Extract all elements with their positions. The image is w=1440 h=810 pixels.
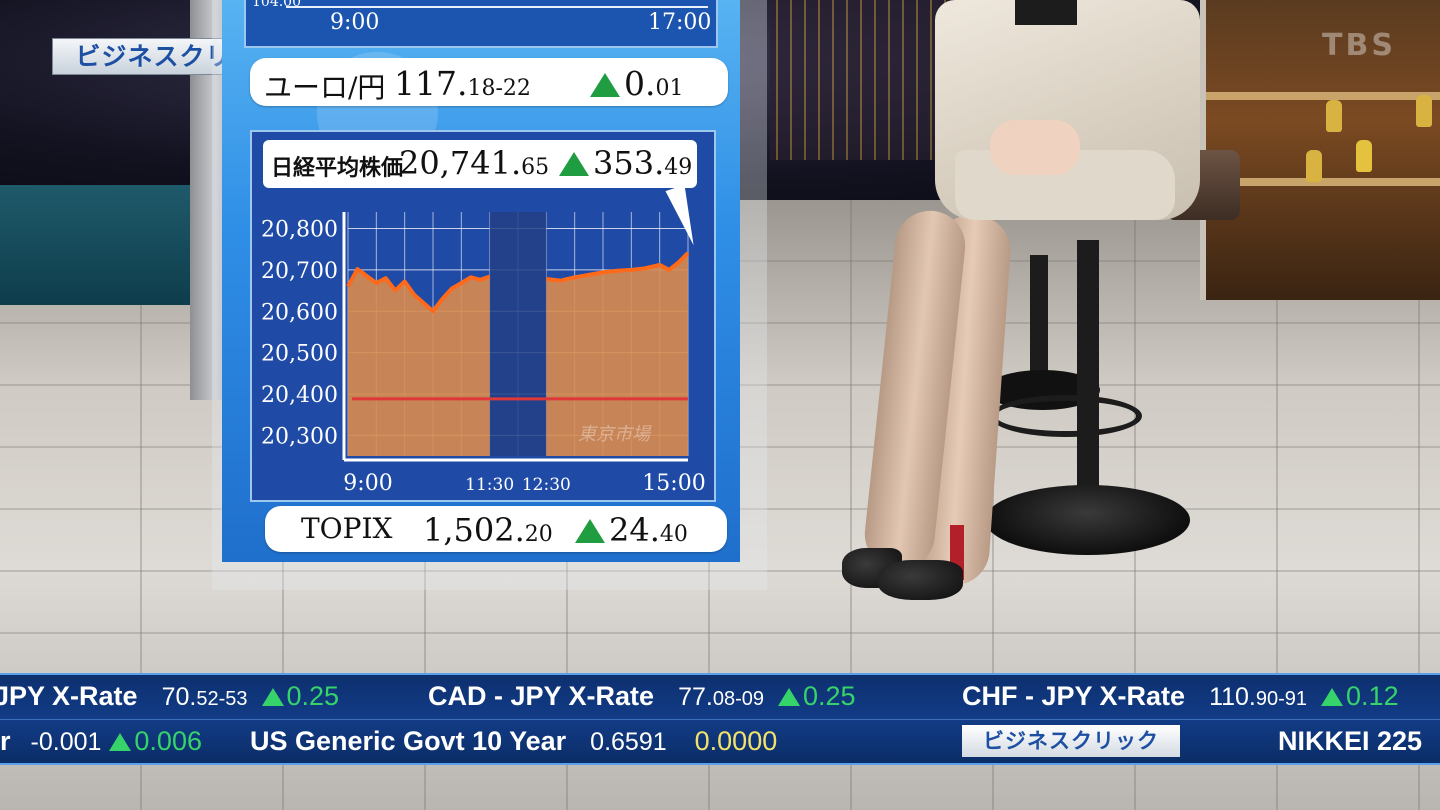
ticker-value: 70.52-53	[161, 683, 248, 711]
up-triangle-icon	[590, 73, 620, 97]
ticker-label: CAD - JPY X-Rate	[428, 681, 655, 711]
chart-y-tick-label: 20,300	[261, 424, 338, 449]
ticker-change: 0.0000	[694, 726, 778, 756]
chart-y-tick-label: 104.00	[252, 0, 301, 10]
ticker-value: 77.08-09	[678, 683, 764, 711]
chart-x-tick-label: 11:30	[465, 475, 514, 495]
up-triangle-icon	[109, 733, 132, 751]
chart-x-tick-label: 9:00	[343, 471, 392, 496]
bottle	[1416, 95, 1432, 127]
quote-change: 0.01	[590, 64, 684, 103]
stool-base	[985, 485, 1190, 555]
presenter-shoe	[878, 560, 963, 600]
up-triangle-icon	[1321, 688, 1344, 706]
ticker-item: CHF - JPY X-Rate 110.90-91 0.12	[962, 681, 1399, 712]
lunch-break-band	[489, 212, 547, 456]
chart-y-tick-label: 20,700	[261, 259, 338, 284]
stool-footrest	[990, 395, 1142, 437]
stool-pole	[1030, 255, 1048, 395]
ticker-label: r	[0, 726, 11, 756]
chart-x-tick-label: 9:00	[330, 10, 380, 35]
bar-shelf	[1200, 0, 1440, 300]
chart-y-tick-label: 20,600	[261, 300, 338, 325]
topix-quote: TOPIX 1,502.20 24.40	[265, 506, 727, 552]
quote-label: ユーロ/円	[264, 71, 386, 104]
quote-label: 日経平均株価	[271, 155, 404, 181]
up-triangle-icon	[575, 519, 605, 543]
ticker-program-logo: ビジネスクリック	[962, 725, 1180, 757]
chart-y-tick-label: 20,500	[261, 342, 338, 367]
up-triangle-icon	[559, 152, 589, 176]
quote-label: TOPIX	[301, 512, 393, 545]
series-area-afternoon	[546, 252, 688, 456]
quote-change: 24.40	[575, 511, 688, 549]
quote-value: 117.18-22	[394, 64, 531, 103]
presenter-blouse	[1015, 0, 1077, 25]
ticker-value: 0.6591	[590, 728, 667, 756]
chart-x-tick-label: 15:00	[642, 471, 705, 496]
series-area-morning	[348, 269, 490, 456]
chart-x-axis	[286, 6, 708, 8]
ticker-item: JPY X-Rate 70.52-53 0.25	[0, 681, 339, 712]
bottle	[1306, 150, 1322, 182]
series-line-morning	[346, 267, 491, 314]
ticker-item: NIKKEI 225	[1278, 726, 1422, 757]
up-triangle-icon	[777, 688, 800, 706]
ticker-change: 0.25	[777, 681, 856, 711]
bottle	[1356, 140, 1372, 172]
series-line-afternoon	[546, 251, 690, 283]
ticker-change: 0.006	[109, 726, 202, 756]
chart-x-tick-label: 12:30	[522, 475, 571, 495]
chart-watermark: 東京市場	[578, 424, 652, 445]
ticker-change: 0.12	[1321, 681, 1399, 711]
ticker-label: CHF - JPY X-Rate	[962, 681, 1186, 711]
stool-pole	[1077, 240, 1099, 490]
ticker-row: JPY X-Rate 70.52-53 0.25 CAD - JPY X-Rate 7…	[0, 675, 1440, 719]
shelf-board	[1206, 92, 1440, 100]
quote-value: 20,741.65	[399, 144, 550, 182]
pool-backdrop	[0, 185, 215, 305]
ticker-label: JPY X-Rate	[0, 681, 138, 711]
chart-y-tick-label: 20,400	[261, 383, 338, 408]
ticker-label: NIKKEI 225	[1278, 726, 1423, 756]
nikkei-intraday-chart: 20,300 20,400 20,500 20,600 20,700 20,800 9:00…	[261, 212, 706, 496]
ticker-item: r -0.001 0.006	[0, 726, 202, 757]
previous-chart-partial: 104.00 9:00 17:00	[244, 0, 718, 48]
ticker-item: CAD - JPY X-Rate 77.08-09 0.25	[428, 681, 856, 712]
ticker-value: -0.001	[30, 728, 102, 756]
shelf-board	[1206, 178, 1440, 186]
up-triangle-icon	[261, 688, 284, 706]
euro-yen-quote: ユーロ/円 117.18-22 0.01	[250, 58, 728, 106]
bottle	[1326, 100, 1342, 132]
chart-y-tick-label: 20,800	[261, 218, 338, 243]
ticker-label: US Generic Govt 10 Year	[250, 726, 567, 756]
presenter-hands	[990, 120, 1080, 175]
ticker-row: r -0.001 0.006 US Generic Govt 10 Year 0.65…	[0, 719, 1440, 764]
market-ticker: JPY X-Rate 70.52-53 0.25 CAD - JPY X-Rate 7…	[0, 673, 1440, 765]
ticker-item: US Generic Govt 10 Year 0.6591 0.0000	[250, 726, 777, 757]
chart-x-tick-label: 17:00	[648, 10, 712, 35]
quote-change: 353.49	[559, 144, 692, 182]
ticker-value: 110.90-91	[1209, 683, 1308, 711]
channel-logo: TBS	[1322, 28, 1396, 63]
ticker-change: 0.25	[261, 681, 339, 711]
quote-value: 1,502.20	[423, 511, 553, 549]
nikkei-quote: 日経平均株価 20,741.65 353.49	[263, 140, 697, 188]
